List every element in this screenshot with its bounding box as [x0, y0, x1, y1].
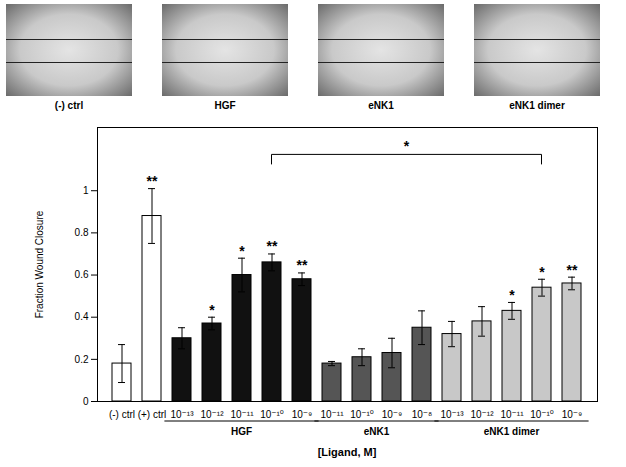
- svg-text:eNK1: eNK1: [364, 426, 390, 437]
- svg-text:0.2: 0.2: [75, 354, 89, 365]
- svg-text:10⁻¹²: 10⁻¹²: [200, 409, 224, 420]
- svg-text:10⁻¹¹: 10⁻¹¹: [500, 409, 524, 420]
- svg-text:**: **: [567, 262, 578, 278]
- svg-text:10⁻⁸: 10⁻⁸: [412, 409, 433, 420]
- svg-text:0.4: 0.4: [75, 311, 89, 322]
- html-text:eNK1 dimer: eNK1 dimer: [509, 100, 565, 111]
- svg-text:*: *: [509, 287, 515, 303]
- svg-text:*: *: [539, 264, 545, 280]
- svg-text:10⁻⁹: 10⁻⁹: [292, 409, 313, 420]
- html-text:(-) ctrl: (-) ctrl: [54, 100, 84, 111]
- svg-text:0: 0: [83, 396, 89, 407]
- html-text:HGF: HGF: [214, 100, 236, 111]
- svg-text:(+) ctrl: (+) ctrl: [138, 409, 167, 420]
- svg-text:10⁻¹²: 10⁻¹²: [470, 409, 494, 420]
- svg-text:*: *: [209, 302, 215, 318]
- svg-text:**: **: [267, 238, 278, 254]
- svg-text:**: **: [297, 257, 308, 273]
- svg-text:10⁻¹¹: 10⁻¹¹: [320, 409, 344, 420]
- svg-text:1: 1: [83, 185, 89, 196]
- html-text:eNK1: eNK1: [368, 100, 394, 111]
- svg-text:10⁻¹³: 10⁻¹³: [170, 409, 194, 420]
- svg-text:10⁻¹³: 10⁻¹³: [440, 409, 464, 420]
- svg-text:0.6: 0.6: [75, 269, 89, 280]
- svg-text:Fraction Wound Closure: Fraction Wound Closure: [34, 210, 45, 318]
- svg-text:*: *: [404, 138, 410, 154]
- svg-text:HGF: HGF: [231, 426, 252, 437]
- svg-text:[Ligand, M]: [Ligand, M]: [318, 446, 377, 458]
- svg-text:10⁻¹¹: 10⁻¹¹: [230, 409, 254, 420]
- svg-text:10⁻⁹: 10⁻⁹: [382, 409, 403, 420]
- svg-text:eNK1 dimer: eNK1 dimer: [484, 426, 540, 437]
- svg-text:10⁻⁹: 10⁻⁹: [562, 409, 583, 420]
- svg-text:10⁻¹⁰: 10⁻¹⁰: [350, 409, 374, 420]
- svg-text:**: **: [147, 173, 158, 189]
- svg-text:(-) ctrl: (-) ctrl: [109, 409, 135, 420]
- svg-text:0.8: 0.8: [75, 227, 89, 238]
- svg-text:10⁻¹⁰: 10⁻¹⁰: [530, 409, 554, 420]
- svg-text:10⁻¹⁰: 10⁻¹⁰: [260, 409, 284, 420]
- svg-text:*: *: [239, 243, 245, 259]
